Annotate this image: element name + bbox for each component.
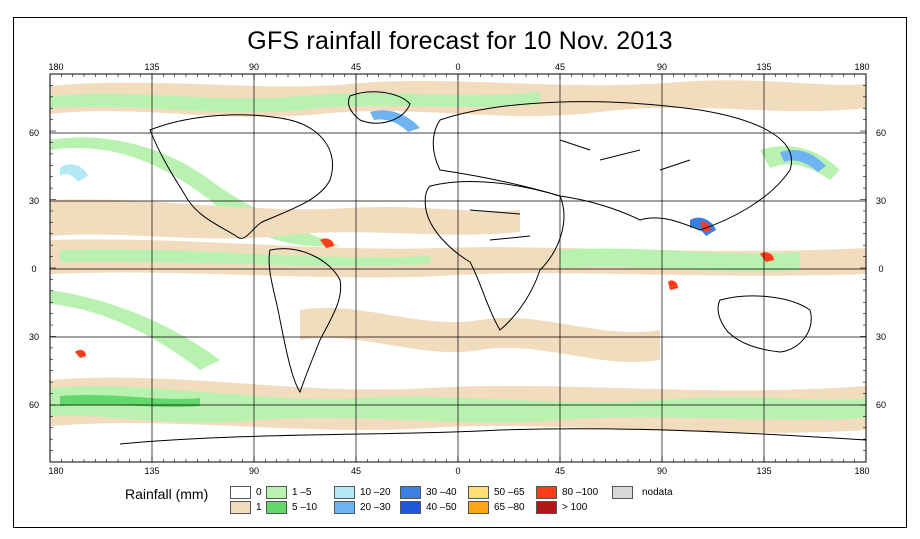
lat-label-right: 60 bbox=[876, 400, 886, 410]
lon-label-bottom: 135 bbox=[756, 466, 771, 476]
legend-label: 5 –10 bbox=[292, 502, 318, 513]
lat-label-left: 30 bbox=[29, 196, 39, 206]
legend-swatch bbox=[536, 486, 557, 499]
lon-label-top: 45 bbox=[555, 62, 565, 72]
legend-swatch bbox=[536, 501, 557, 514]
graticule bbox=[50, 74, 866, 462]
lat-label-right: 0 bbox=[878, 264, 883, 274]
lon-label-top: 90 bbox=[657, 62, 667, 72]
lon-label-bottom: 90 bbox=[657, 466, 667, 476]
coastlines bbox=[119, 91, 866, 445]
legend-swatch bbox=[230, 486, 251, 499]
legend-swatch bbox=[266, 501, 287, 514]
lat-label-right: 30 bbox=[876, 196, 886, 206]
legend-label: 1 bbox=[256, 502, 262, 513]
legend-swatch bbox=[468, 486, 489, 499]
lat-label-left: 0 bbox=[31, 264, 36, 274]
legend-swatch bbox=[334, 501, 355, 514]
lon-label-bottom: 0 bbox=[455, 466, 460, 476]
legend-swatch bbox=[334, 486, 355, 499]
legend-swatch bbox=[468, 501, 489, 514]
legend-label: nodata bbox=[642, 487, 673, 498]
legend-label: 30 –40 bbox=[426, 487, 457, 498]
lon-label-bottom: 180 bbox=[48, 466, 63, 476]
lon-label-top: 180 bbox=[854, 62, 869, 72]
legend-swatch bbox=[400, 486, 421, 499]
map-frame bbox=[13, 17, 907, 528]
lon-label-top: 135 bbox=[144, 62, 159, 72]
legend-label: 0 bbox=[256, 487, 262, 498]
legend-swatch bbox=[612, 486, 633, 499]
lat-label-right: 30 bbox=[876, 332, 886, 342]
legend-swatch bbox=[400, 501, 421, 514]
legend-label: > 100 bbox=[562, 502, 588, 513]
map-title: GFS rainfall forecast for 10 Nov. 2013 bbox=[247, 27, 673, 55]
lon-label-bottom: 45 bbox=[351, 466, 361, 476]
lon-label-top: 0 bbox=[455, 62, 460, 72]
lon-label-bottom: 45 bbox=[555, 466, 565, 476]
legend-label: 10 –20 bbox=[360, 487, 391, 498]
legend-label: 80 –100 bbox=[562, 487, 599, 498]
legend-swatch bbox=[230, 501, 251, 514]
lat-label-left: 30 bbox=[29, 332, 39, 342]
legend-label: 1 –5 bbox=[292, 487, 312, 498]
lat-label-left: 60 bbox=[29, 128, 39, 138]
lon-label-top: 135 bbox=[756, 62, 771, 72]
legend-label: 50 –65 bbox=[494, 487, 525, 498]
legend-title: Rainfall (mm) bbox=[125, 486, 209, 502]
lon-label-bottom: 180 bbox=[854, 466, 869, 476]
lat-label-right: 60 bbox=[876, 128, 886, 138]
lon-label-top: 180 bbox=[48, 62, 63, 72]
legend-swatch bbox=[266, 486, 287, 499]
axis-ticks bbox=[49, 73, 867, 463]
lon-label-top: 45 bbox=[351, 62, 361, 72]
legend-label: 65 –80 bbox=[494, 502, 525, 513]
legend-label: 20 –30 bbox=[360, 502, 391, 513]
lon-label-bottom: 135 bbox=[144, 466, 159, 476]
legend-label: 40 –50 bbox=[426, 502, 457, 513]
lon-label-bottom: 90 bbox=[249, 466, 259, 476]
lon-label-top: 90 bbox=[249, 62, 259, 72]
lat-label-left: 60 bbox=[29, 400, 39, 410]
